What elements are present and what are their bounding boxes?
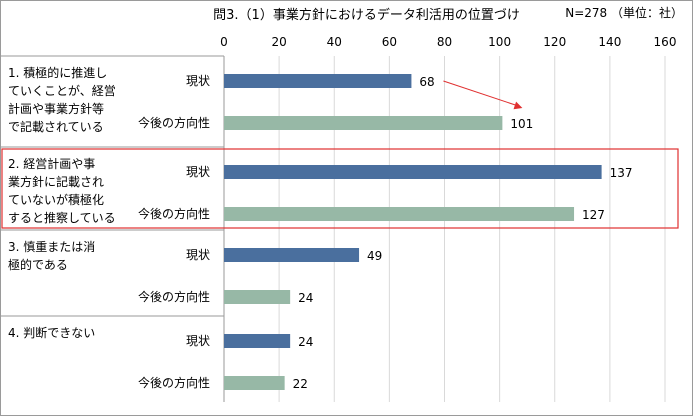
data-label: 68	[419, 75, 434, 89]
bar-current	[224, 74, 412, 88]
category-label: すると推察している	[8, 211, 116, 225]
data-label: 49	[367, 249, 382, 263]
series-label: 現状	[186, 248, 210, 262]
data-label: 24	[298, 291, 313, 305]
bar-current	[224, 334, 291, 348]
annotation-arrowhead	[513, 101, 523, 110]
bar-future	[224, 290, 291, 304]
category-label: 3. 慎重または消	[8, 240, 95, 254]
x-tick-label: 160	[654, 35, 677, 49]
x-tick-label: 140	[598, 35, 621, 49]
series-label: 現状	[186, 74, 210, 88]
category-label: 4. 判断できない	[8, 325, 95, 340]
category-label: 1. 積極的に推進し	[8, 65, 107, 80]
data-label: 101	[510, 117, 533, 131]
x-tick-label: 120	[543, 35, 566, 49]
category-label: 業方針に記載され	[8, 174, 104, 189]
x-tick-label: 100	[488, 35, 511, 49]
chart-title: 問3.（1）事業方針におけるデータ利活用の位置づけ	[213, 8, 520, 23]
series-label: 今後の方向性	[138, 375, 210, 390]
series-label: 今後の方向性	[138, 289, 210, 304]
x-tick-label: 0	[220, 35, 228, 49]
x-tick-label: 60	[382, 35, 397, 49]
category-label: ていないが積極化	[8, 192, 104, 207]
series-label: 今後の方向性	[138, 206, 210, 221]
series-label: 現状	[186, 165, 210, 179]
x-tick-label: 80	[437, 35, 452, 49]
annotation-arrow	[443, 80, 519, 107]
data-label: 137	[610, 166, 633, 180]
bar-future	[224, 207, 575, 221]
bar-future	[224, 376, 285, 390]
data-label: 24	[298, 335, 313, 349]
category-label: 2. 経営計画や事	[8, 156, 95, 171]
series-label: 現状	[186, 334, 210, 348]
bar-future	[224, 116, 503, 130]
bar-current	[224, 165, 602, 179]
x-tick-label: 20	[271, 35, 286, 49]
data-label: 127	[582, 208, 605, 222]
highlight-box	[1, 148, 679, 229]
category-label: 計画や事業方針等	[8, 101, 104, 116]
sample-size-note: N=278 （単位：社）	[565, 6, 683, 20]
x-tick-label: 40	[327, 35, 342, 49]
category-label: ていくことが、経営	[8, 83, 116, 98]
data-label: 22	[293, 377, 308, 391]
bar-current	[224, 248, 360, 262]
series-label: 今後の方向性	[138, 115, 210, 130]
category-label: で記載されている	[8, 119, 104, 134]
category-label: 極的である	[8, 257, 68, 272]
